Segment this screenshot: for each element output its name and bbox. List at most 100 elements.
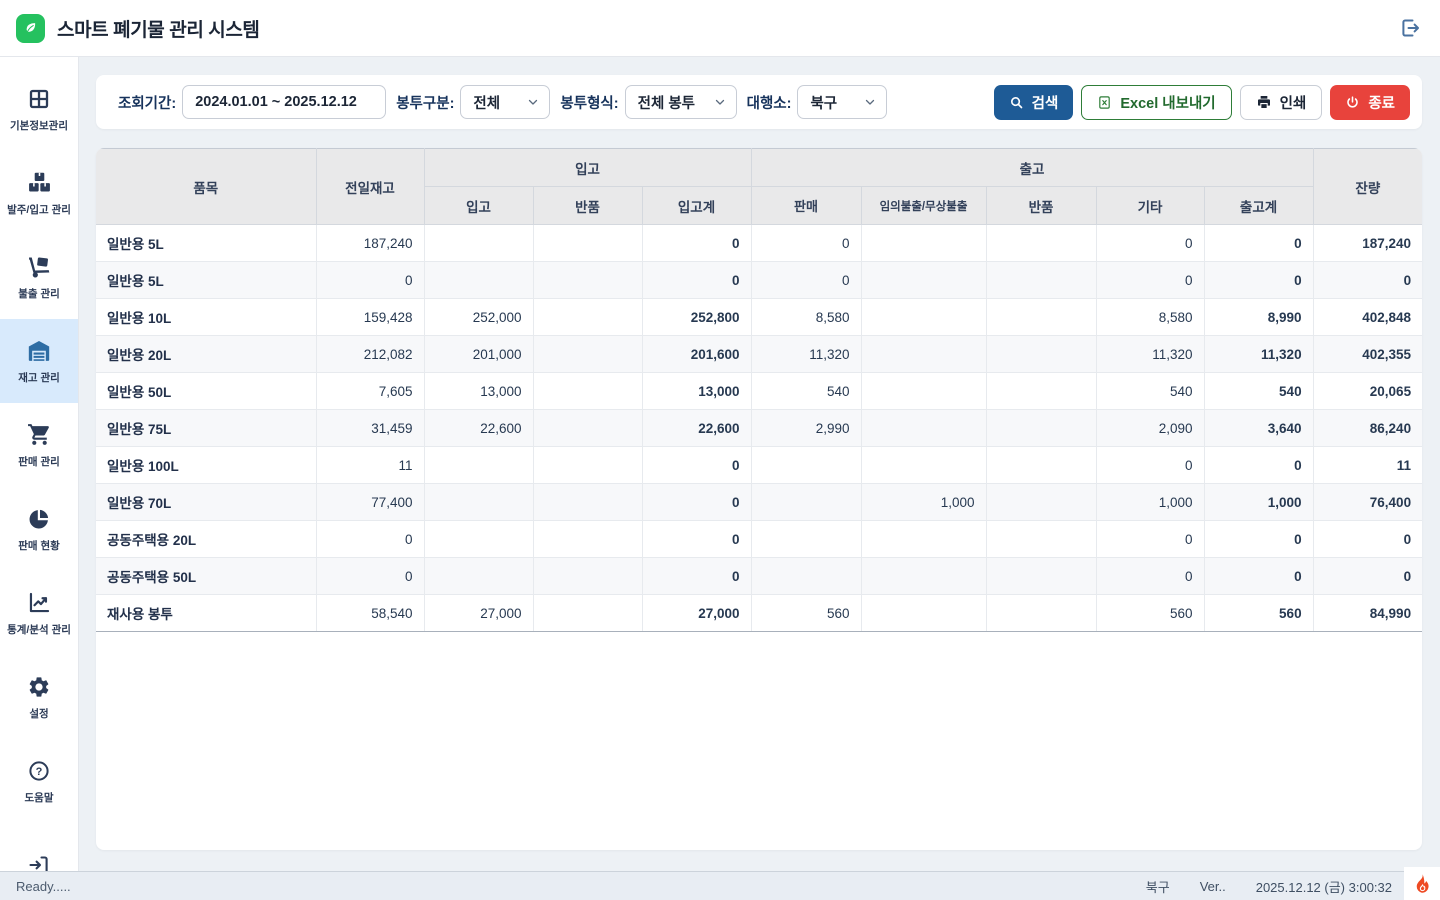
value-cell: 11 [315,446,425,484]
framework-flame-badge[interactable] [1404,867,1440,900]
logout-icon[interactable] [1398,16,1422,40]
table-row[interactable]: 일반용 100L 11 0 0 0 11 [96,446,1422,484]
sidebar-item-dispatch[interactable]: 불출 관리 [0,235,78,319]
sidebar-item-signin[interactable] [0,823,78,871]
agency-select[interactable]: 북구 [797,85,888,119]
value-cell: 0 [641,520,752,558]
sidebar-item-order-inbound[interactable]: 발주/입고 관리 [0,151,78,235]
item-cell: 일반용 100L [96,446,317,484]
value-cell: 8,580 [750,298,862,336]
value-cell: 252,800 [641,298,752,336]
chevron-down-icon [714,96,726,108]
status-version: Ver.. [1199,878,1226,894]
bag-format-select[interactable]: 전체 봉투 [624,85,737,119]
value-cell [985,298,1097,336]
item-cell: 공동주택용 50L [96,557,317,595]
sidebar-item-label: 재고 관리 [18,371,60,384]
value-cell: 252,000 [423,298,534,336]
value-cell: 1,000 [1203,483,1314,521]
sidebar-item-statistics[interactable]: 통계/분석 관리 [0,571,78,655]
sidebar-item-label: 도움말 [24,791,54,804]
col-header-remaining: 잔량 [1312,148,1422,225]
value-cell: 0 [1312,520,1422,558]
value-cell [532,483,643,521]
value-cell: 201,000 [423,335,534,373]
item-cell: 일반용 70L [96,483,317,521]
status-datetime: 2025.12.12 (금) 3:00:32 [1255,879,1392,895]
inventory-table-card: 품목 전일재고 입고 출고 잔량 입고 반품 입고계 판매 임의불출/무상불출 … [96,148,1422,850]
search-button[interactable]: 검색 [993,84,1074,120]
value-cell: 0 [1312,557,1422,595]
sidebar-item-help[interactable]: ? 도움말 [0,739,78,823]
col-header-etc: 기타 [1095,186,1205,225]
value-cell: 0 [1203,520,1314,558]
value-cell [985,372,1097,410]
col-header-out-return: 반품 [985,186,1097,225]
value-cell [860,594,987,632]
value-cell: 187,240 [1312,224,1422,262]
exit-button[interactable]: 종료 [1330,84,1410,120]
value-cell [750,520,862,558]
help-icon: ? [26,758,52,784]
status-right: 북구 Ver.. 2025.12.12 (금) 3:00:32 [1146,877,1392,896]
table-row[interactable]: 일반용 20L 212,082 201,000 201,600 11,320 11,32… [96,335,1422,373]
value-cell: 0 [315,520,425,558]
value-cell: 22,600 [423,409,534,447]
value-cell [423,261,534,299]
app-header: 스마트 폐기물 관리 시스템 [0,0,1440,57]
value-cell: 402,355 [1312,335,1422,373]
table-row[interactable]: 일반용 75L 31,459 22,600 22,600 2,990 2,090 3,64… [96,409,1422,447]
table-row[interactable]: 일반용 70L 77,400 0 1,000 1,000 1,000 76,400 [96,483,1422,521]
value-cell: 7,605 [315,372,425,410]
value-cell [423,483,534,521]
boxes-icon [26,170,52,196]
period-input[interactable] [182,85,387,119]
value-cell: 11 [1312,446,1422,484]
sidebar-item-sales-status[interactable]: 판매 현황 [0,487,78,571]
value-cell: 13,000 [641,372,752,410]
sidebar-item-inventory[interactable]: 재고 관리 [0,319,78,403]
value-cell: 560 [1203,594,1314,632]
item-cell: 공동주택용 20L [96,520,317,558]
col-header-free-dispatch: 임의불출/무상불출 [860,186,987,225]
value-cell: 22,600 [641,409,752,447]
sidebar-item-sales[interactable]: 판매 관리 [0,403,78,487]
value-cell [860,409,987,447]
value-cell: 27,000 [423,594,534,632]
inventory-table: 품목 전일재고 입고 출고 잔량 입고 반품 입고계 판매 임의불출/무상불출 … [96,148,1422,632]
value-cell: 1,000 [860,483,987,521]
filter-bar: 조회기간: 봉투구분: 전체 봉투형식: 전체 봉투 대행소: 북구 [96,75,1422,129]
value-cell [750,557,862,595]
excel-export-button[interactable]: Excel 내보내기 [1081,84,1232,120]
value-cell [985,483,1097,521]
value-cell: 0 [1095,557,1205,595]
table-row[interactable]: 재사용 봉투 58,540 27,000 27,000 560 560 560 84,990 [96,594,1422,632]
table-row[interactable]: 일반용 10L 159,428 252,000 252,800 8,580 8,580 8… [96,298,1422,336]
table-row[interactable]: 일반용 50L 7,605 13,000 13,000 540 540 540 20,065 [96,372,1422,410]
power-icon [1345,95,1360,110]
item-cell: 일반용 5L [96,224,317,262]
sidebar: 기본정보관리 발주/입고 관리 불출 관리 [0,57,79,871]
leaf-icon [22,19,40,37]
value-cell [532,557,643,595]
sidebar-item-basic-info[interactable]: 기본정보관리 [0,67,78,151]
value-cell [750,446,862,484]
value-cell: 1,000 [1095,483,1205,521]
sidebar-item-label: 발주/입고 관리 [7,203,71,216]
value-cell [532,594,643,632]
value-cell [423,557,534,595]
col-header-inbound: 입고 [424,186,534,225]
value-cell [985,594,1097,632]
value-cell: 2,990 [750,409,862,447]
value-cell: 540 [750,372,862,410]
bag-type-value: 전체 [473,95,501,112]
sidebar-item-settings[interactable]: 설정 [0,655,78,739]
table-row[interactable]: 일반용 5L 187,240 0 0 0 0 187,240 [96,224,1422,262]
bag-type-label: 봉투구분: [396,95,455,112]
print-button[interactable]: 인쇄 [1239,84,1323,120]
bag-type-select[interactable]: 전체 [460,85,551,119]
value-cell: 11,320 [750,335,862,373]
